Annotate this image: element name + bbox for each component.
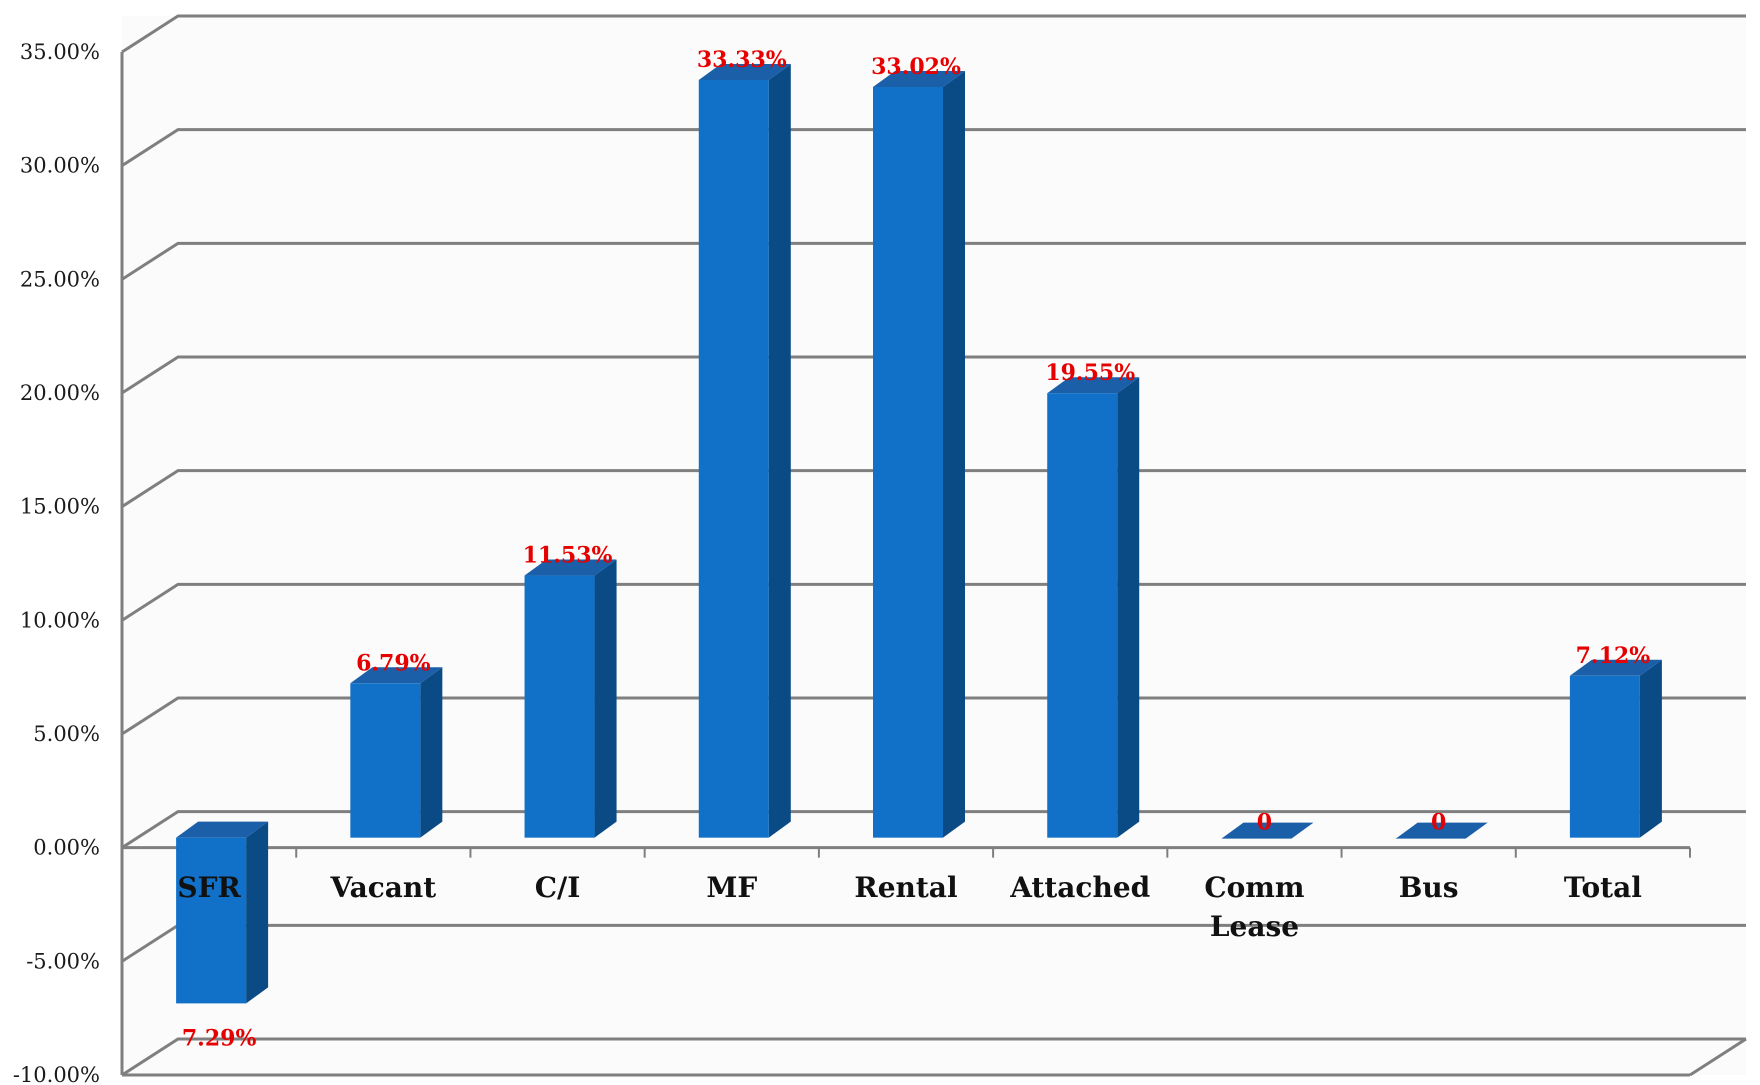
gridline (121, 14, 1746, 54)
bar-side (246, 821, 269, 1004)
y-tick-label: 10.00% (20, 608, 100, 632)
x-tick-label: Bus (1399, 871, 1459, 904)
x-tick-label: Lease (1210, 910, 1299, 943)
gridline (121, 241, 1746, 281)
y-tick-label: 5.00% (33, 722, 100, 746)
y-tick-label: 0.00% (33, 836, 100, 860)
gridline (121, 355, 1746, 395)
bar-top (350, 667, 443, 684)
x-tick-label: Vacant (329, 871, 436, 904)
x-tick-label: Attached (1009, 871, 1150, 904)
bar-front (350, 683, 421, 838)
bar-top (1395, 822, 1488, 839)
bar-top (1047, 377, 1140, 394)
bar (176, 821, 269, 1004)
bar-top (698, 63, 791, 80)
x-tick-label: Total (1564, 871, 1642, 904)
bar (350, 667, 443, 838)
x-axis-labels: SFR Vacant C/I MF Rental Attached Comm Lease Bus… (177, 871, 1641, 943)
y-tick-label: 20.00% (20, 381, 100, 405)
y-tick-label: -5.00% (26, 949, 100, 973)
floor-right-edge (1689, 1037, 1747, 1077)
gridlines (120, 14, 1747, 1077)
data-labels: 7.29% 6.79% 11.53% 33.33% 33.02% 19.55% 0 0 7.12… (182, 47, 1650, 1051)
gridline (121, 810, 1746, 849)
bar-side (1639, 659, 1662, 838)
data-label: 6.79% (356, 650, 431, 676)
y-tick-label: 30.00% (20, 154, 100, 178)
x-tick-label: Rental (854, 871, 957, 904)
bar-front (1047, 393, 1118, 838)
bar-side (943, 71, 965, 838)
data-label: 19.55% (1045, 360, 1135, 386)
y-tick-label: 35.00% (20, 40, 100, 64)
bar-side (420, 667, 443, 838)
bar-top (176, 821, 269, 838)
bar-side (594, 559, 617, 838)
x-tick-label: C/I (535, 871, 581, 904)
bar (1395, 822, 1488, 839)
data-label: 7.12% (1576, 643, 1651, 669)
bar-top (1221, 822, 1314, 839)
gridline (121, 469, 1746, 508)
y-axis-labels: 35.00% 30.00% 25.00% 20.00% 15.00% 10.00% 5.00… (13, 40, 100, 1085)
x-tick-label: Comm (1204, 871, 1304, 904)
bar (1569, 659, 1662, 838)
bar (524, 559, 617, 838)
bar-front (176, 837, 247, 1004)
bar-front (1569, 675, 1640, 838)
data-label: 33.02% (871, 54, 961, 80)
bar-top (873, 71, 965, 88)
bar-top (1569, 659, 1662, 676)
x-tick-label: SFR (177, 871, 241, 904)
bar-side (1117, 377, 1140, 838)
bar (873, 71, 965, 838)
data-label: 33.33% (697, 47, 787, 73)
bar-top (524, 559, 617, 576)
y-tick-label: -10.00% (13, 1063, 100, 1085)
y-tick-label: 15.00% (20, 495, 100, 519)
data-label: 0 (1257, 810, 1272, 836)
data-label: 7.29% (182, 1025, 257, 1051)
bar-front (698, 79, 769, 838)
gridline (121, 1037, 1746, 1077)
bar-front (873, 87, 943, 838)
bar (1221, 822, 1314, 839)
bar-side (768, 63, 791, 838)
gridline (121, 696, 1746, 736)
bar (1047, 377, 1140, 838)
y-tick-label: 25.00% (20, 267, 100, 291)
data-label: 11.53% (523, 543, 613, 569)
bar-front (524, 575, 595, 838)
data-label: 0 (1431, 810, 1446, 836)
x-tick-label: MF (706, 871, 757, 904)
bar (698, 63, 791, 838)
bars (176, 63, 1662, 1004)
gridline (121, 128, 1746, 167)
gridline (121, 582, 1746, 622)
